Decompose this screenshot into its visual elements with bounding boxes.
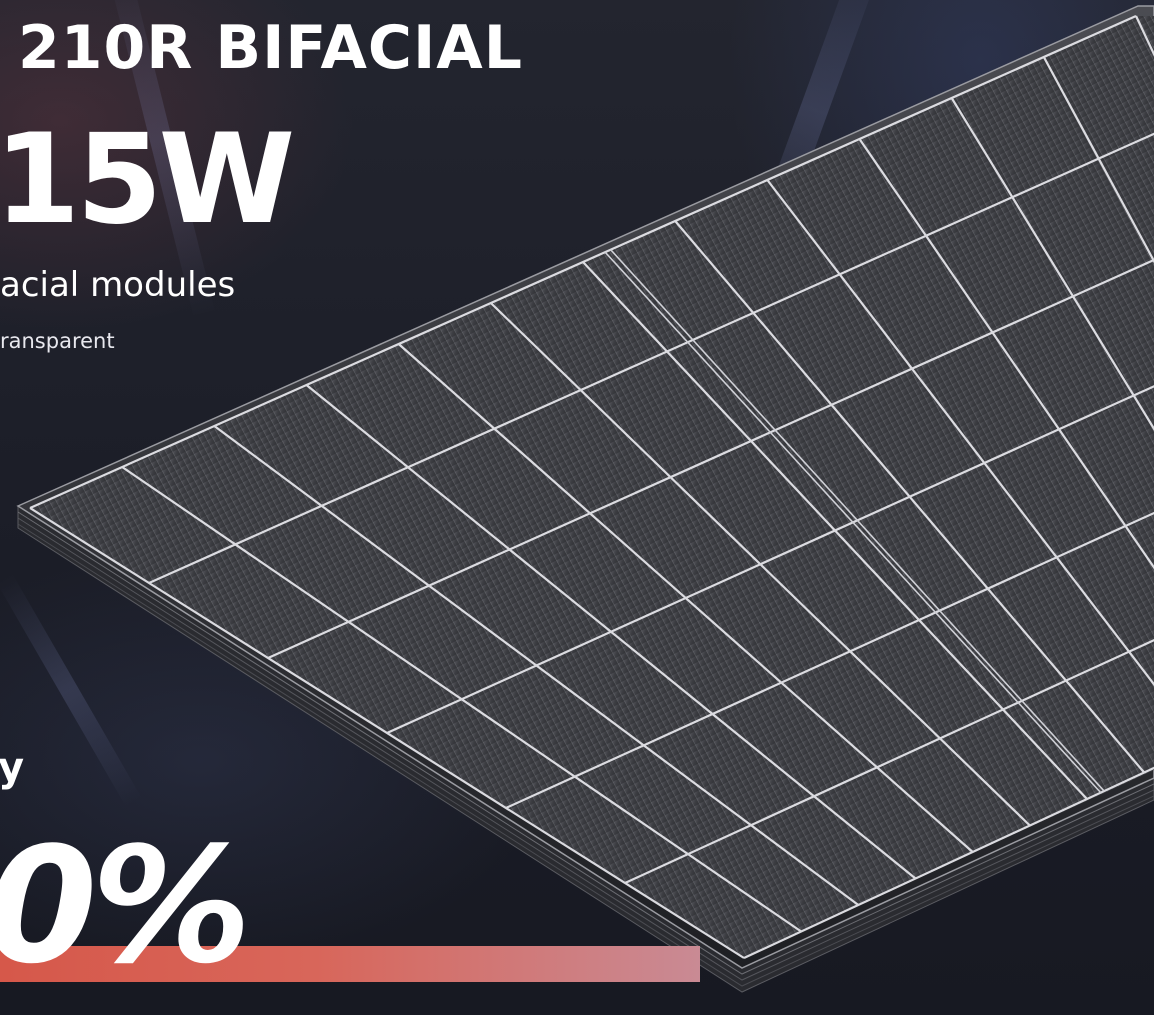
subtitle: acial modules xyxy=(0,265,236,305)
cell-column-line xyxy=(386,385,1154,735)
cell-column-line xyxy=(148,132,1154,585)
panel-center-busbar xyxy=(604,249,1105,794)
power-rating: 15W xyxy=(0,108,295,252)
cell-column-line xyxy=(624,638,1154,884)
panel-edge-line xyxy=(17,517,1154,981)
panel-grid-lines xyxy=(29,14,1154,959)
cell-column-line xyxy=(29,14,1137,510)
cell-column-line xyxy=(267,258,1154,660)
panel-cells xyxy=(30,16,1154,958)
busbar-line xyxy=(604,251,1102,794)
cell-column-line xyxy=(505,511,1154,810)
busbar-line xyxy=(610,249,1105,792)
efficiency-value: 0% xyxy=(0,812,252,999)
panel-edge-line xyxy=(17,523,1154,987)
subnote: ransparent xyxy=(0,329,115,353)
panel-edge-line xyxy=(17,511,1154,975)
efficiency-label: y xyxy=(0,745,25,791)
headline: 210R BIFACIAL xyxy=(18,13,523,83)
cell-column-line xyxy=(743,766,1154,959)
accent-bar xyxy=(0,946,700,982)
